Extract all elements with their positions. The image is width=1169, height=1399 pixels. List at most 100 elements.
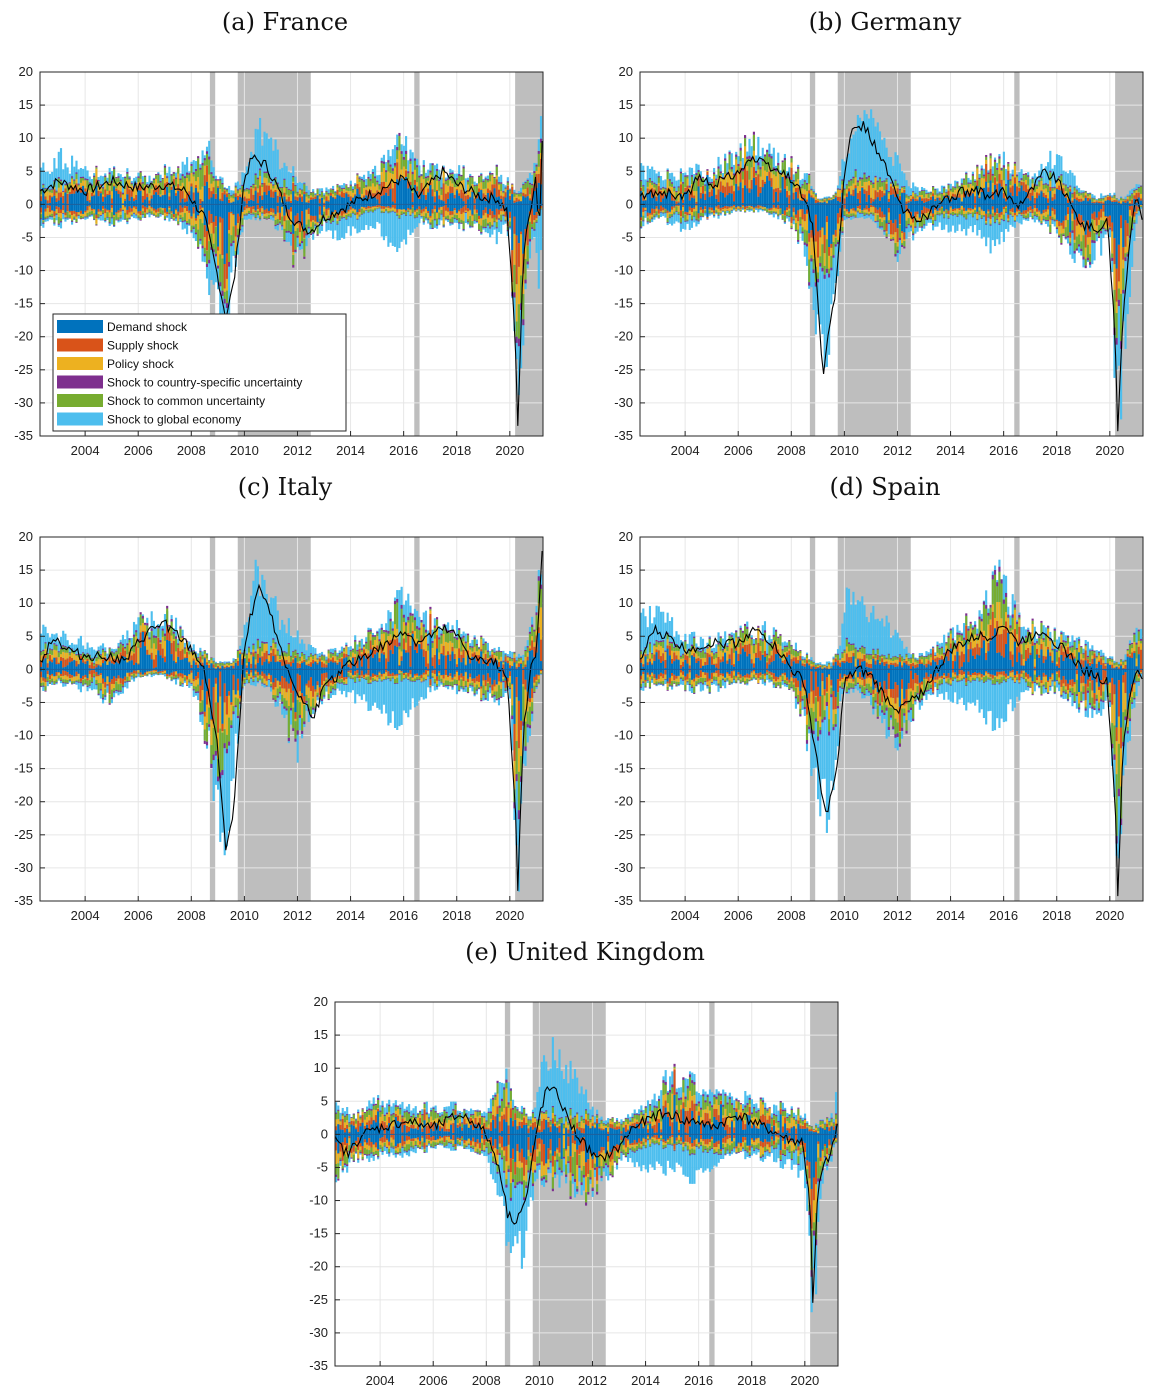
bar-demand	[424, 204, 428, 207]
bar-demand	[713, 188, 716, 205]
bar-supply	[859, 190, 862, 204]
bar-common-uncertainty	[535, 166, 538, 171]
bar-country-uncertainty	[214, 179, 217, 181]
bar-demand	[863, 193, 866, 205]
bar-policy	[710, 210, 713, 212]
bar-common-uncertainty	[141, 183, 144, 191]
bar-country-uncertainty	[455, 178, 459, 180]
bar-country-uncertainty	[458, 174, 461, 176]
bar-country-uncertainty	[97, 217, 100, 218]
legend-label-common-uncertainty: Shock to common uncertainty	[107, 394, 265, 408]
bar-supply	[943, 195, 946, 197]
bar-common-uncertainty	[679, 173, 682, 182]
bar-supply	[748, 188, 751, 193]
bar-country-uncertainty	[203, 158, 206, 161]
bar-country-uncertainty	[270, 215, 273, 216]
bar-demand	[212, 194, 215, 205]
bar-country-uncertainty	[679, 171, 682, 174]
bar-common-uncertainty	[462, 168, 465, 180]
bar-global	[263, 131, 266, 205]
bar-country-uncertainty	[881, 181, 884, 183]
bar-demand	[710, 204, 713, 208]
bar-common-uncertainty	[945, 192, 948, 197]
bar-demand	[688, 204, 691, 207]
bar-global	[874, 126, 877, 205]
bar-common-uncertainty	[513, 193, 516, 197]
bar-common-uncertainty	[462, 221, 465, 230]
bar-supply	[119, 208, 122, 212]
bar-common-uncertainty	[398, 215, 401, 219]
bar-country-uncertainty	[889, 182, 893, 184]
bar-policy	[480, 182, 483, 190]
bar-common-uncertainty	[475, 213, 478, 222]
bar-common-uncertainty	[460, 176, 463, 181]
recession-shading-0	[809, 72, 816, 436]
bar-common-uncertainty	[684, 214, 687, 221]
bar-demand	[214, 204, 217, 216]
bar-common-uncertainty	[307, 195, 310, 199]
bar-country-uncertainty	[1005, 212, 1008, 213]
bar-country-uncertainty	[398, 218, 401, 219]
bar-policy	[219, 188, 222, 199]
bar-common-uncertainty	[285, 220, 288, 232]
bar-country-uncertainty	[1018, 180, 1021, 183]
bar-policy	[343, 213, 346, 217]
bar-global	[250, 151, 253, 205]
bar-policy	[912, 192, 915, 197]
bar-demand	[79, 192, 82, 205]
bar-country-uncertainty	[62, 190, 65, 192]
bar-common-uncertainty	[664, 188, 667, 195]
bar-common-uncertainty	[130, 183, 133, 186]
panel-title-germany: (b) Germany	[808, 8, 962, 36]
bar-supply	[53, 211, 56, 217]
bar-policy	[449, 180, 452, 187]
bar-policy	[349, 190, 352, 197]
bar-country-uncertainty	[1020, 214, 1023, 216]
bar-policy	[684, 214, 687, 215]
bar-demand	[139, 190, 142, 205]
bar-demand	[799, 204, 802, 210]
bar-demand	[79, 204, 82, 211]
bar-demand	[969, 195, 972, 205]
bar-country-uncertainty	[93, 219, 96, 220]
bar-demand	[283, 196, 286, 205]
bar-common-uncertainty	[841, 227, 844, 232]
bar-common-uncertainty	[1005, 185, 1008, 196]
bar-policy	[808, 183, 811, 191]
bar-supply	[259, 185, 262, 196]
bar-policy	[916, 196, 919, 200]
bar-country-uncertainty	[314, 224, 317, 226]
bar-policy	[429, 217, 432, 223]
bar-common-uncertainty	[93, 177, 96, 188]
bar-policy	[172, 175, 175, 180]
bar-common-uncertainty	[655, 211, 658, 215]
bar-country-uncertainty	[274, 177, 277, 179]
bar-supply	[139, 210, 142, 216]
bar-country-uncertainty	[172, 219, 175, 221]
bar-common-uncertainty	[726, 174, 729, 175]
bar-policy	[495, 219, 498, 222]
bar-country-uncertainty	[378, 184, 381, 186]
bar-country-uncertainty	[788, 216, 791, 217]
bar-demand	[345, 193, 348, 205]
bar-common-uncertainty	[673, 211, 676, 214]
bar-policy	[816, 199, 820, 201]
bar-country-uncertainty	[659, 188, 663, 190]
bar-common-uncertainty	[640, 221, 643, 227]
bar-common-uncertainty	[309, 192, 313, 196]
bar-country-uncertainty	[329, 188, 332, 190]
bar-policy	[301, 194, 304, 197]
bar-policy	[453, 187, 456, 195]
bar-supply	[936, 197, 939, 198]
bar-common-uncertainty	[648, 179, 652, 183]
bar-policy	[772, 207, 775, 212]
bar-country-uncertainty	[938, 214, 941, 216]
bar-common-uncertainty	[943, 188, 946, 193]
bar-demand	[744, 204, 747, 207]
bar-policy	[312, 220, 315, 223]
bar-policy	[748, 179, 751, 189]
bar-common-uncertainty	[843, 210, 846, 216]
bar-country-uncertainty	[285, 186, 288, 189]
bar-supply	[642, 195, 645, 201]
bar-demand	[243, 204, 246, 207]
